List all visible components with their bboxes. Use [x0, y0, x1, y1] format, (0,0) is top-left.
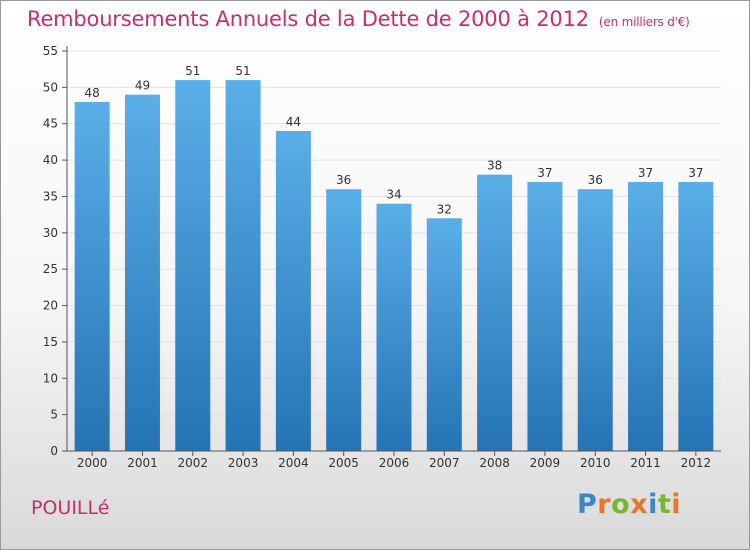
bar-value-label: 51	[185, 64, 200, 78]
bar-value-label: 36	[336, 173, 351, 187]
bar-2002	[175, 80, 211, 451]
bar-2003	[225, 80, 261, 451]
bar-2000	[74, 101, 110, 451]
y-tick-label: 10	[43, 371, 58, 385]
commune-name: POUILLé	[31, 497, 110, 519]
bar-value-label: 44	[286, 115, 301, 129]
bar-value-label: 37	[638, 166, 653, 180]
logo-letter: t	[657, 489, 672, 520]
y-tick-label: 45	[43, 117, 58, 131]
x-tick-label: 2005	[328, 456, 359, 470]
y-tick-label: 0	[50, 444, 58, 458]
bar-2009	[527, 181, 563, 451]
bar-value-label: 34	[386, 188, 401, 202]
logo-letter: o	[611, 489, 631, 520]
axes: 0 5 10 15 20 25 30 35 40 45 50 55 2000 2001 2002 2003 20…	[43, 44, 721, 470]
x-tick-label: 2010	[580, 456, 611, 470]
bar-value-label: 38	[487, 159, 502, 173]
x-tick-label: 2008	[479, 456, 510, 470]
bar-2012	[678, 181, 714, 451]
y-tick-label: 25	[43, 262, 58, 276]
x-tick-label: 2003	[228, 456, 259, 470]
y-tick-label: 55	[43, 44, 58, 58]
logo-letter: P	[577, 489, 598, 520]
chart-subtitle: (en milliers d'€)	[598, 15, 690, 29]
bars: 48 49 51 51 44 36 34 32 38 37 36 37 37	[74, 64, 714, 452]
y-tick-label: 5	[50, 408, 58, 422]
x-tick-label: 2006	[379, 456, 410, 470]
bar-2011	[628, 181, 664, 451]
bar-2005	[326, 189, 362, 451]
x-tick-label: 2001	[127, 456, 158, 470]
chart-title: Remboursements Annuels de la Dette de 20…	[27, 7, 589, 31]
y-tick-label: 20	[43, 299, 58, 313]
x-tick-label: 2000	[77, 456, 108, 470]
logo-letter: i	[648, 489, 658, 520]
x-tick-label: 2004	[278, 456, 309, 470]
x-tick-label: 2009	[530, 456, 561, 470]
y-tick-label: 15	[43, 335, 58, 349]
bar-2010	[577, 189, 613, 451]
bar-2001	[124, 94, 160, 452]
bar-value-label: 36	[588, 173, 603, 187]
bar-value-label: 48	[85, 86, 100, 100]
bar-value-label: 32	[437, 202, 452, 216]
bar-value-label: 37	[537, 166, 552, 180]
x-tick-label: 2012	[681, 456, 712, 470]
bar-2008	[477, 174, 513, 452]
bar-2007	[426, 218, 462, 451]
logo-letter: r	[597, 489, 612, 520]
bar-value-label: 51	[235, 64, 250, 78]
proxiti-logo: Proxiti	[577, 489, 681, 520]
logo-letter: x	[630, 489, 649, 520]
bar-2006	[376, 203, 412, 451]
bar-2004	[275, 131, 311, 451]
x-tick-label: 2011	[630, 456, 661, 470]
x-tick-label: 2007	[429, 456, 460, 470]
bar-value-label: 37	[688, 166, 703, 180]
y-tick-label: 30	[43, 226, 58, 240]
y-tick-label: 35	[43, 189, 58, 203]
bar-value-label: 49	[135, 79, 150, 93]
y-tick-label: 40	[43, 153, 58, 167]
y-tick-label: 50	[43, 80, 58, 94]
chart-title-line: Remboursements Annuels de la Dette de 20…	[27, 7, 690, 31]
x-tick-label: 2002	[177, 456, 208, 470]
logo-letter: i	[671, 489, 682, 520]
